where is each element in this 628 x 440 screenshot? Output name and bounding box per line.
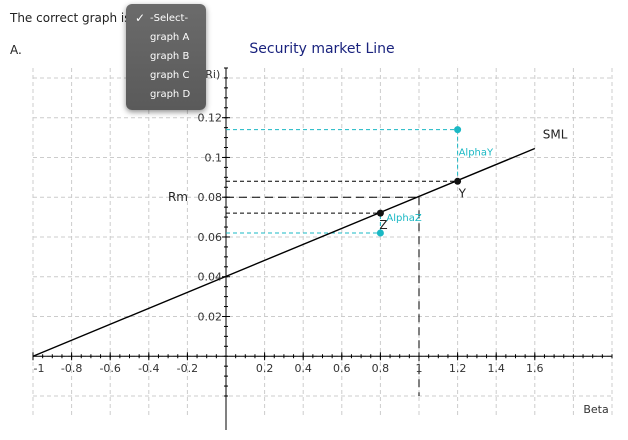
rm-label: Rm: [168, 190, 188, 204]
point-y: [454, 177, 462, 185]
x-tick-label: -0.6: [99, 362, 120, 375]
label-layer: -1 -0.8 -0.6 -0.4 -0.2 0.2 0.4 0.6 0.8 1 1.2 1.4 1.6…: [34, 112, 568, 376]
dropdown-option-label: graph B: [150, 51, 190, 62]
point-alpha-y: [454, 126, 462, 134]
dropdown-option-select[interactable]: ✓ -Select-: [126, 9, 206, 28]
option-label: A.: [10, 43, 22, 57]
x-tick-label: 0.6: [333, 362, 351, 375]
x-axis-label: Beta: [583, 403, 608, 416]
dropdown-option-label: graph A: [150, 32, 190, 43]
x-tick-label: -0.2: [177, 362, 198, 375]
x-tick-label: 1.6: [526, 362, 544, 375]
alpha-z-label: AlphaZ: [386, 213, 421, 224]
x-tick-label: -0.8: [61, 362, 82, 375]
axis-layer: [32, 67, 613, 430]
x-tick-label: 1.4: [487, 362, 505, 375]
dropdown-option-graph-d[interactable]: graph D: [126, 85, 206, 104]
dropdown-option-label: -Select-: [150, 13, 189, 24]
dropdown-option-graph-b[interactable]: graph B: [126, 47, 206, 66]
checkmark-icon: ✓: [135, 11, 146, 25]
x-tick-label: 0.8: [372, 362, 390, 375]
y-tick-label: 0.06: [198, 231, 223, 244]
y-tick-label: 0.02: [198, 310, 223, 323]
x-tick-label: 0.4: [294, 362, 312, 375]
dropdown-option-label: graph D: [150, 89, 191, 100]
y-tick-label: 0.1: [205, 151, 223, 164]
y-tick-label: 0.08: [198, 191, 223, 204]
sml-series-label: SML: [543, 128, 568, 142]
point-y-label: Y: [458, 186, 467, 200]
dropdown-option-graph-c[interactable]: graph C: [126, 66, 206, 85]
dropdown-option-graph-a[interactable]: graph A: [126, 28, 206, 47]
x-tick-label: 1.2: [449, 362, 467, 375]
chart-title: Security market Line: [249, 41, 394, 57]
question-text: The correct graph is: [10, 11, 131, 25]
y-tick-label: 0.04: [198, 271, 223, 284]
x-tick-label: -1: [34, 362, 45, 375]
point-z-label: Z: [379, 218, 387, 232]
point-z: [376, 209, 384, 217]
alpha-y-label: AlphaY: [459, 147, 494, 158]
graph-select-dropdown[interactable]: ✓ -Select- graph A graph B graph C graph…: [126, 4, 206, 110]
dropdown-option-label: graph C: [150, 70, 190, 81]
x-tick-label: 0.2: [256, 362, 274, 375]
series-layer: [32, 147, 536, 357]
point-alpha-z: [376, 229, 384, 237]
y-tick-label: 0.12: [198, 112, 223, 125]
x-tick-label: -0.4: [138, 362, 159, 375]
point-layer: [376, 126, 462, 237]
x-tick-label: 1: [416, 362, 423, 375]
sml-line: [32, 147, 536, 357]
question-prefix: The correct graph is: [10, 11, 131, 25]
